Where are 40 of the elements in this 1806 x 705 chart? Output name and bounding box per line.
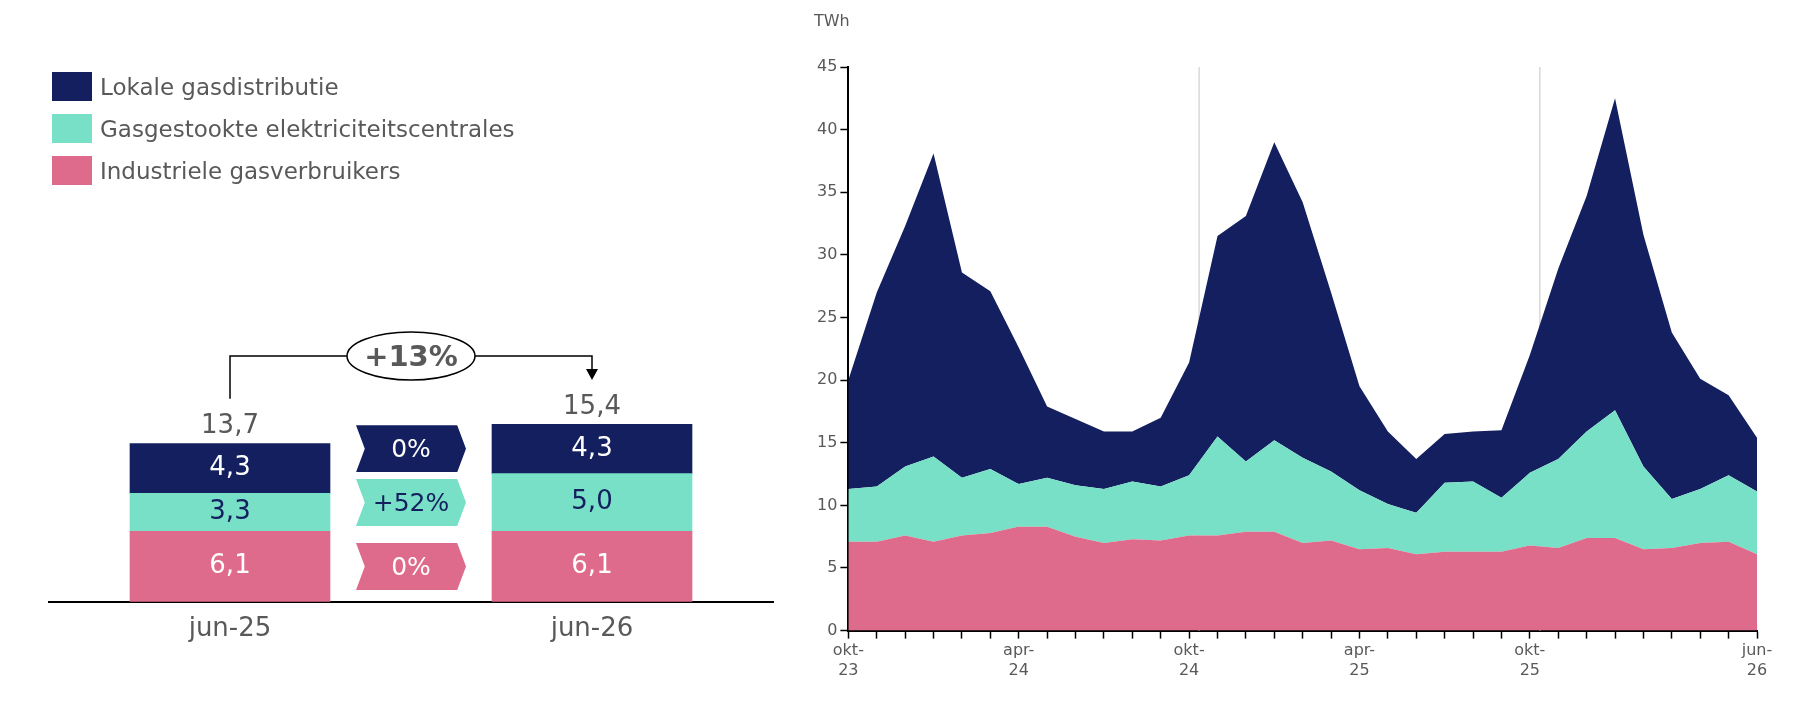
bar [491, 424, 693, 474]
x-tick-label: jun-25 [187, 612, 272, 643]
data-label: 4,3 [209, 451, 251, 482]
chevron-shape: +52% [356, 479, 466, 526]
data-label: 4,3 [571, 431, 613, 462]
bar [491, 473, 693, 532]
x-tick-label: okt-23 [832, 640, 864, 679]
chevron-shape: 0% [356, 425, 466, 473]
y-tick-label: 20 [817, 369, 838, 389]
y-tick-label: 25 [817, 306, 838, 326]
total-label: 15,4 [563, 389, 621, 420]
data-label: 6,1 [571, 549, 613, 580]
data-label: 5,0 [571, 485, 613, 516]
y-tick-label: 45 [817, 56, 838, 76]
bar [129, 492, 331, 532]
y-tick-label: 10 [817, 494, 838, 514]
y-tick-label: 30 [817, 244, 838, 264]
x-tick-label: apr-25 [1343, 640, 1376, 679]
total-label: 13,7 [201, 409, 259, 440]
legend-label: Gasgestookte elektriciteitscentrales [100, 115, 515, 142]
y-tick-label: 15 [817, 431, 838, 451]
y-tick-label: 5 [827, 557, 838, 577]
y-tick-label: 35 [817, 181, 838, 201]
text: +13% [364, 339, 458, 373]
legend-label: Industriele gasverbruikers [100, 157, 401, 184]
x-tick-label: jun-26 [1740, 640, 1773, 679]
y-tick-label: 0 [827, 619, 838, 639]
data-label: 3,3 [209, 495, 251, 526]
bar [491, 531, 693, 602]
chevron-shape: 0% [356, 543, 466, 591]
legend-label: Lokale gasdistributie [100, 73, 339, 100]
x-tick-label: apr-24 [1003, 640, 1035, 679]
y-tick-label: 40 [817, 118, 838, 138]
x-tick-label: okt-24 [1173, 640, 1205, 679]
y-axis-title: TWh [813, 11, 850, 31]
x-tick-label: okt-25 [1514, 640, 1546, 679]
x-tick-label: jun-26 [549, 612, 634, 643]
bar [129, 443, 331, 494]
data-label: 6,1 [209, 549, 251, 580]
bar [129, 531, 331, 602]
